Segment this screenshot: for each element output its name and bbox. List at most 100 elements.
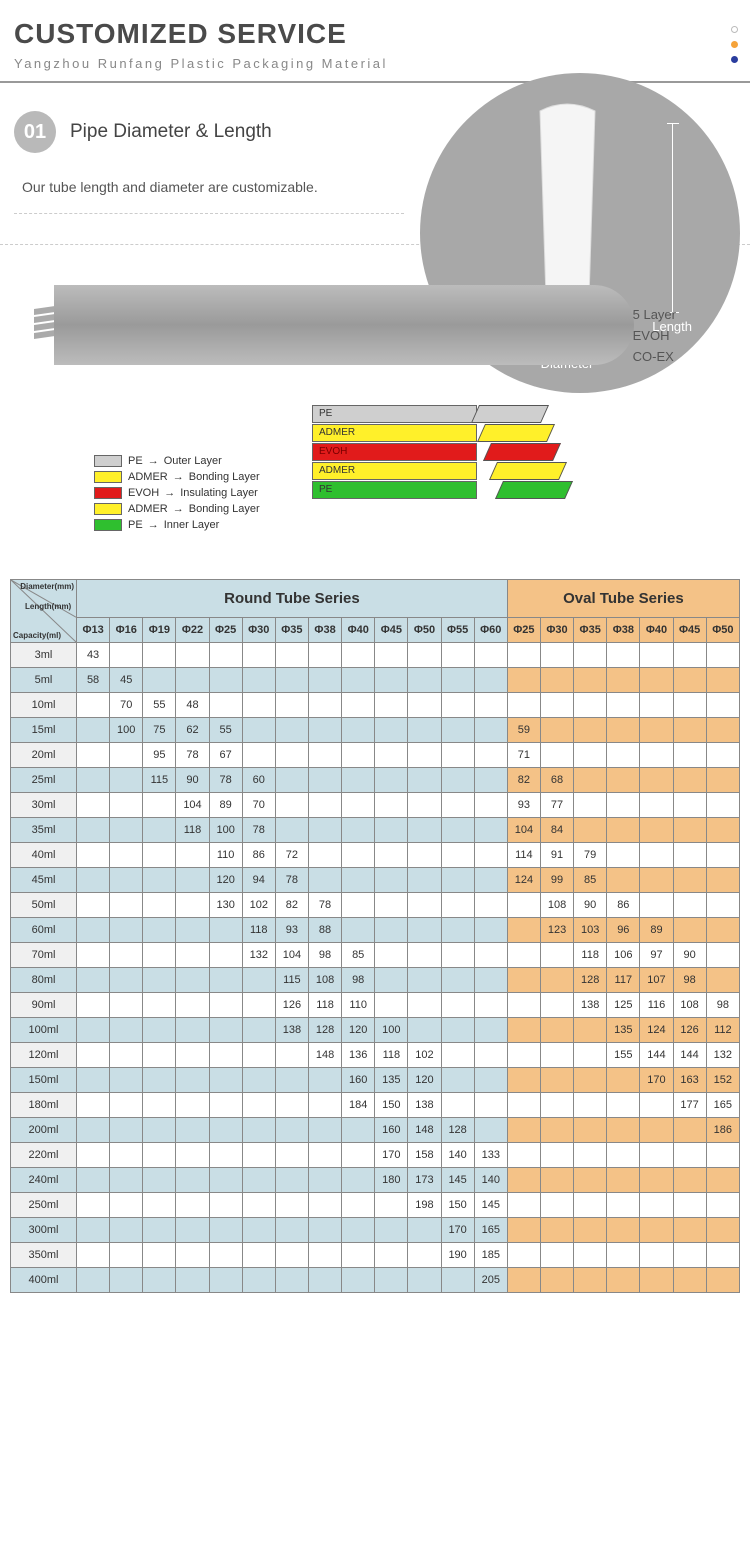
data-cell — [176, 843, 209, 868]
data-cell — [441, 768, 474, 793]
data-cell — [308, 1068, 341, 1093]
data-cell — [176, 918, 209, 943]
data-cell — [507, 1118, 540, 1143]
data-cell — [441, 693, 474, 718]
data-cell: 110 — [342, 993, 375, 1018]
data-cell — [143, 793, 176, 818]
data-cell — [143, 1193, 176, 1218]
data-cell — [342, 1193, 375, 1218]
data-cell — [574, 1218, 607, 1243]
data-cell — [342, 843, 375, 868]
col-header: Φ45 — [375, 618, 408, 643]
data-cell — [540, 1168, 573, 1193]
data-cell — [275, 768, 308, 793]
col-header: Φ13 — [77, 618, 110, 643]
col-header: Φ45 — [673, 618, 706, 643]
data-cell — [176, 868, 209, 893]
data-cell — [209, 943, 242, 968]
capacity-cell: 250ml — [11, 1193, 77, 1218]
data-cell — [308, 1243, 341, 1268]
data-cell — [110, 993, 143, 1018]
data-cell — [673, 843, 706, 868]
data-cell: 163 — [673, 1068, 706, 1093]
data-cell — [441, 643, 474, 668]
data-cell — [408, 893, 441, 918]
data-cell — [607, 693, 640, 718]
data-cell — [77, 1043, 110, 1068]
data-cell — [308, 743, 341, 768]
data-cell: 84 — [540, 818, 573, 843]
data-cell — [408, 918, 441, 943]
data-cell: 103 — [574, 918, 607, 943]
data-cell: 126 — [673, 1018, 706, 1043]
data-cell — [308, 643, 341, 668]
data-cell — [441, 943, 474, 968]
data-cell — [242, 668, 275, 693]
data-cell — [706, 743, 739, 768]
peel-layer: PE — [312, 405, 545, 423]
data-cell: 115 — [275, 968, 308, 993]
data-cell — [507, 1143, 540, 1168]
capacity-cell: 35ml — [11, 818, 77, 843]
data-cell — [607, 1093, 640, 1118]
data-cell — [110, 1168, 143, 1193]
data-cell: 90 — [673, 943, 706, 968]
data-cell — [607, 1118, 640, 1143]
data-cell: 68 — [540, 768, 573, 793]
data-cell: 82 — [507, 768, 540, 793]
data-cell — [209, 1193, 242, 1218]
legend-row: PE→Inner Layer — [94, 519, 260, 531]
data-cell — [673, 643, 706, 668]
data-cell — [143, 668, 176, 693]
data-cell — [77, 968, 110, 993]
data-cell: 62 — [176, 718, 209, 743]
data-cell — [408, 868, 441, 893]
data-cell — [375, 1268, 408, 1293]
data-cell — [441, 893, 474, 918]
data-cell — [673, 1118, 706, 1143]
col-header: Φ55 — [441, 618, 474, 643]
data-cell — [209, 668, 242, 693]
col-header: Φ38 — [607, 618, 640, 643]
data-cell — [308, 1193, 341, 1218]
data-cell — [77, 943, 110, 968]
data-cell — [77, 793, 110, 818]
peel-layer: EVOH — [312, 443, 545, 461]
data-cell — [408, 1243, 441, 1268]
data-cell — [77, 693, 110, 718]
data-cell — [574, 1043, 607, 1068]
data-cell — [507, 1068, 540, 1093]
data-cell: 136 — [342, 1043, 375, 1068]
data-cell: 190 — [441, 1243, 474, 1268]
data-cell: 118 — [574, 943, 607, 968]
data-cell — [110, 843, 143, 868]
data-cell — [474, 818, 507, 843]
data-cell — [574, 1093, 607, 1118]
data-cell — [706, 893, 739, 918]
data-cell — [308, 1168, 341, 1193]
data-cell — [110, 1218, 143, 1243]
data-cell: 43 — [77, 643, 110, 668]
data-cell — [275, 1243, 308, 1268]
data-cell — [308, 718, 341, 743]
capacity-cell: 90ml — [11, 993, 77, 1018]
data-cell — [143, 993, 176, 1018]
data-cell — [706, 868, 739, 893]
data-cell — [474, 1043, 507, 1068]
data-cell — [242, 693, 275, 718]
data-cell — [209, 1218, 242, 1243]
data-cell — [540, 693, 573, 718]
data-cell — [408, 993, 441, 1018]
data-cell: 158 — [408, 1143, 441, 1168]
data-cell: 144 — [673, 1043, 706, 1068]
data-cell: 107 — [640, 968, 673, 993]
data-cell — [640, 818, 673, 843]
data-cell: 118 — [176, 818, 209, 843]
data-cell: 160 — [375, 1118, 408, 1143]
data-cell — [176, 1143, 209, 1168]
data-cell — [275, 818, 308, 843]
data-cell — [540, 1043, 573, 1068]
data-cell — [342, 1268, 375, 1293]
data-cell — [408, 1268, 441, 1293]
data-cell: 108 — [308, 968, 341, 993]
